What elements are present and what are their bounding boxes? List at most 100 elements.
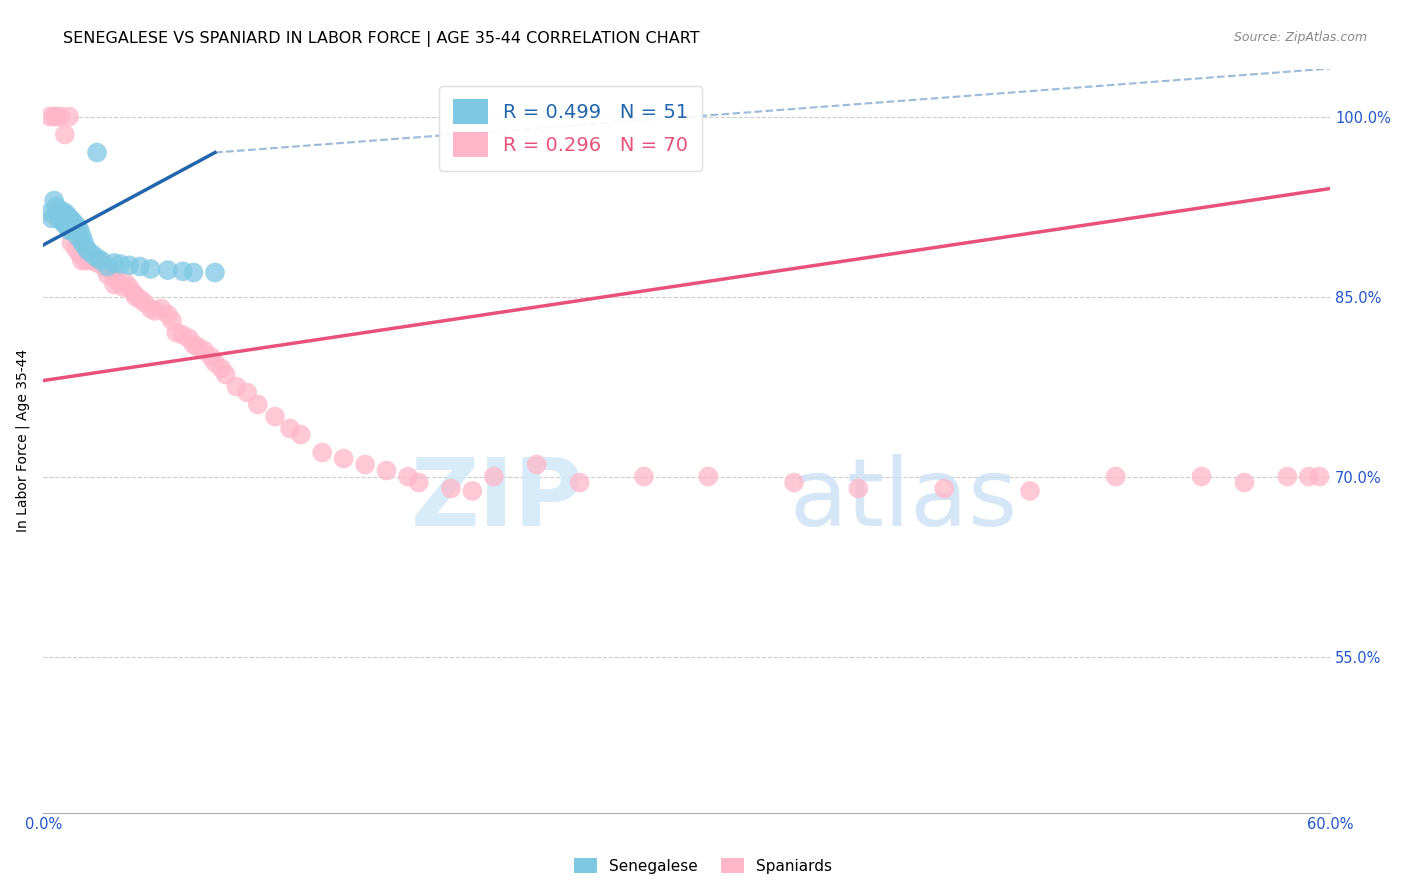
Point	[143, 304, 166, 318]
Point	[1233, 475, 1256, 490]
Point	[101, 266, 124, 280]
Point	[38, 110, 60, 124]
Point	[179, 332, 201, 346]
Point	[848, 482, 870, 496]
Point	[45, 205, 67, 219]
Point	[75, 242, 97, 256]
Point	[114, 275, 136, 289]
Point	[93, 260, 115, 274]
Point	[48, 205, 70, 219]
Point	[38, 205, 60, 219]
Point	[934, 482, 956, 496]
Point	[139, 261, 162, 276]
Point	[53, 211, 76, 226]
Point	[82, 247, 104, 261]
Point	[139, 301, 162, 316]
Point	[134, 295, 156, 310]
Point	[129, 260, 152, 274]
Point	[62, 215, 84, 229]
Point	[49, 203, 72, 218]
Point	[60, 212, 83, 227]
Point	[49, 110, 72, 124]
Point	[48, 211, 70, 226]
Point	[204, 266, 226, 280]
Point	[48, 208, 70, 222]
Point	[633, 469, 655, 483]
Point	[53, 205, 76, 219]
Point	[45, 200, 67, 214]
Point	[215, 368, 238, 382]
Point	[69, 247, 91, 261]
Point	[118, 280, 141, 294]
Legend: R = 0.499   N = 51, R = 0.296   N = 70: R = 0.499 N = 51, R = 0.296 N = 70	[439, 86, 702, 170]
Text: ZIP: ZIP	[411, 454, 583, 546]
Point	[53, 128, 76, 142]
Point	[73, 235, 96, 250]
Point	[246, 398, 269, 412]
Point	[65, 223, 87, 237]
Point	[52, 208, 75, 222]
Point	[53, 218, 76, 232]
Point	[86, 145, 108, 160]
Point	[165, 326, 187, 340]
Point	[461, 483, 484, 498]
Point	[86, 251, 108, 265]
Point	[66, 219, 89, 234]
Point	[86, 256, 108, 270]
Point	[156, 308, 179, 322]
Point	[1309, 469, 1331, 483]
Point	[1191, 469, 1213, 483]
Point	[396, 469, 419, 483]
Point	[183, 266, 205, 280]
Point	[49, 209, 72, 223]
Point	[70, 253, 93, 268]
Point	[58, 211, 80, 225]
Point	[264, 409, 287, 424]
Point	[124, 289, 146, 303]
Point	[526, 458, 548, 472]
Point	[187, 340, 209, 354]
Point	[160, 313, 183, 327]
Point	[110, 257, 132, 271]
Point	[311, 445, 333, 459]
Point	[77, 244, 100, 258]
Point	[103, 256, 125, 270]
Point	[236, 385, 259, 400]
Point	[97, 268, 120, 282]
Point	[172, 264, 194, 278]
Point	[58, 110, 80, 124]
Point	[1019, 483, 1042, 498]
Point	[69, 223, 91, 237]
Point	[354, 458, 377, 472]
Point	[56, 219, 79, 234]
Point	[1105, 469, 1128, 483]
Point	[70, 235, 93, 250]
Point	[278, 421, 301, 435]
Point	[58, 223, 80, 237]
Point	[58, 215, 80, 229]
Point	[58, 219, 80, 234]
Point	[56, 215, 79, 229]
Point	[60, 235, 83, 250]
Point	[150, 301, 173, 316]
Point	[118, 258, 141, 272]
Text: atlas: atlas	[790, 454, 1018, 546]
Point	[156, 263, 179, 277]
Point	[62, 221, 84, 235]
Point	[204, 355, 226, 369]
Point	[41, 211, 63, 226]
Point	[70, 229, 93, 244]
Text: Source: ZipAtlas.com: Source: ZipAtlas.com	[1233, 31, 1367, 45]
Point	[183, 337, 205, 351]
Point	[482, 469, 505, 483]
Point	[375, 464, 398, 478]
Point	[60, 223, 83, 237]
Point	[408, 475, 430, 490]
Point	[97, 260, 120, 274]
Point	[193, 343, 215, 358]
Point	[60, 218, 83, 232]
Point	[440, 482, 463, 496]
Point	[75, 253, 97, 268]
Point	[111, 280, 134, 294]
Point	[56, 208, 79, 222]
